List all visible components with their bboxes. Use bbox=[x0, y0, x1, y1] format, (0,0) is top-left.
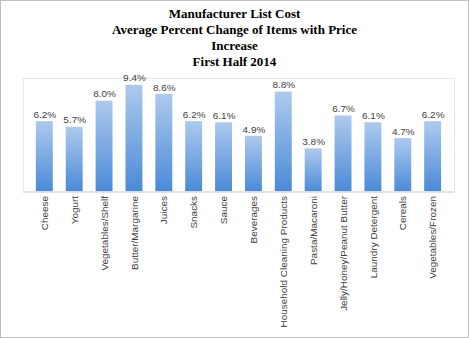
html-text:First Half 2014: First Half 2014 bbox=[192, 54, 277, 69]
svg-text:Cheese: Cheese bbox=[39, 195, 50, 230]
svg-text:6.1%: 6.1% bbox=[213, 110, 236, 121]
svg-text:Vegetables/Shelf: Vegetables/Shelf bbox=[99, 196, 110, 271]
svg-text:Snacks: Snacks bbox=[188, 196, 199, 229]
svg-text:6.2%: 6.2% bbox=[422, 109, 445, 120]
svg-text:6.7%: 6.7% bbox=[332, 103, 355, 114]
svg-text:5.7%: 5.7% bbox=[63, 114, 86, 125]
svg-text:8.8%: 8.8% bbox=[272, 79, 295, 90]
html-text:Manufacturer List Cost: Manufacturer List Cost bbox=[168, 6, 301, 21]
svg-text:Beverages: Beverages bbox=[248, 196, 259, 244]
svg-text:6.2%: 6.2% bbox=[183, 109, 206, 120]
svg-text:Vegetables/Frozen: Vegetables/Frozen bbox=[427, 196, 438, 279]
svg-text:Household Cleaning Products: Household Cleaning Products bbox=[278, 196, 289, 328]
svg-text:Juices: Juices bbox=[158, 196, 169, 224]
svg-text:8.6%: 8.6% bbox=[153, 82, 176, 93]
svg-text:Sauce: Sauce bbox=[218, 195, 229, 224]
html-text:Increase: Increase bbox=[211, 38, 258, 53]
svg-text:6.1%: 6.1% bbox=[362, 110, 385, 121]
svg-text:Cereals: Cereals bbox=[397, 196, 408, 230]
svg-text:3.8%: 3.8% bbox=[302, 136, 325, 147]
svg-text:4.7%: 4.7% bbox=[392, 126, 415, 137]
svg-text:Yogurt: Yogurt bbox=[69, 196, 80, 225]
svg-text:Laundry Detergent: Laundry Detergent bbox=[368, 196, 379, 279]
html-text:Average Percent Change of Item: Average Percent Change of Items with Pri… bbox=[112, 22, 357, 37]
svg-text:8.0%: 8.0% bbox=[93, 88, 116, 99]
svg-text:Butter/Margarine: Butter/Margarine bbox=[129, 195, 140, 269]
svg-text:6.2%: 6.2% bbox=[33, 109, 56, 120]
svg-text:9.4%: 9.4% bbox=[123, 72, 146, 83]
svg-text:4.9%: 4.9% bbox=[243, 124, 266, 135]
svg-text:Jelly/Honey/Peanut Butter: Jelly/Honey/Peanut Butter bbox=[338, 195, 349, 311]
svg-text:Pasta/Macaroni: Pasta/Macaroni bbox=[308, 196, 319, 265]
